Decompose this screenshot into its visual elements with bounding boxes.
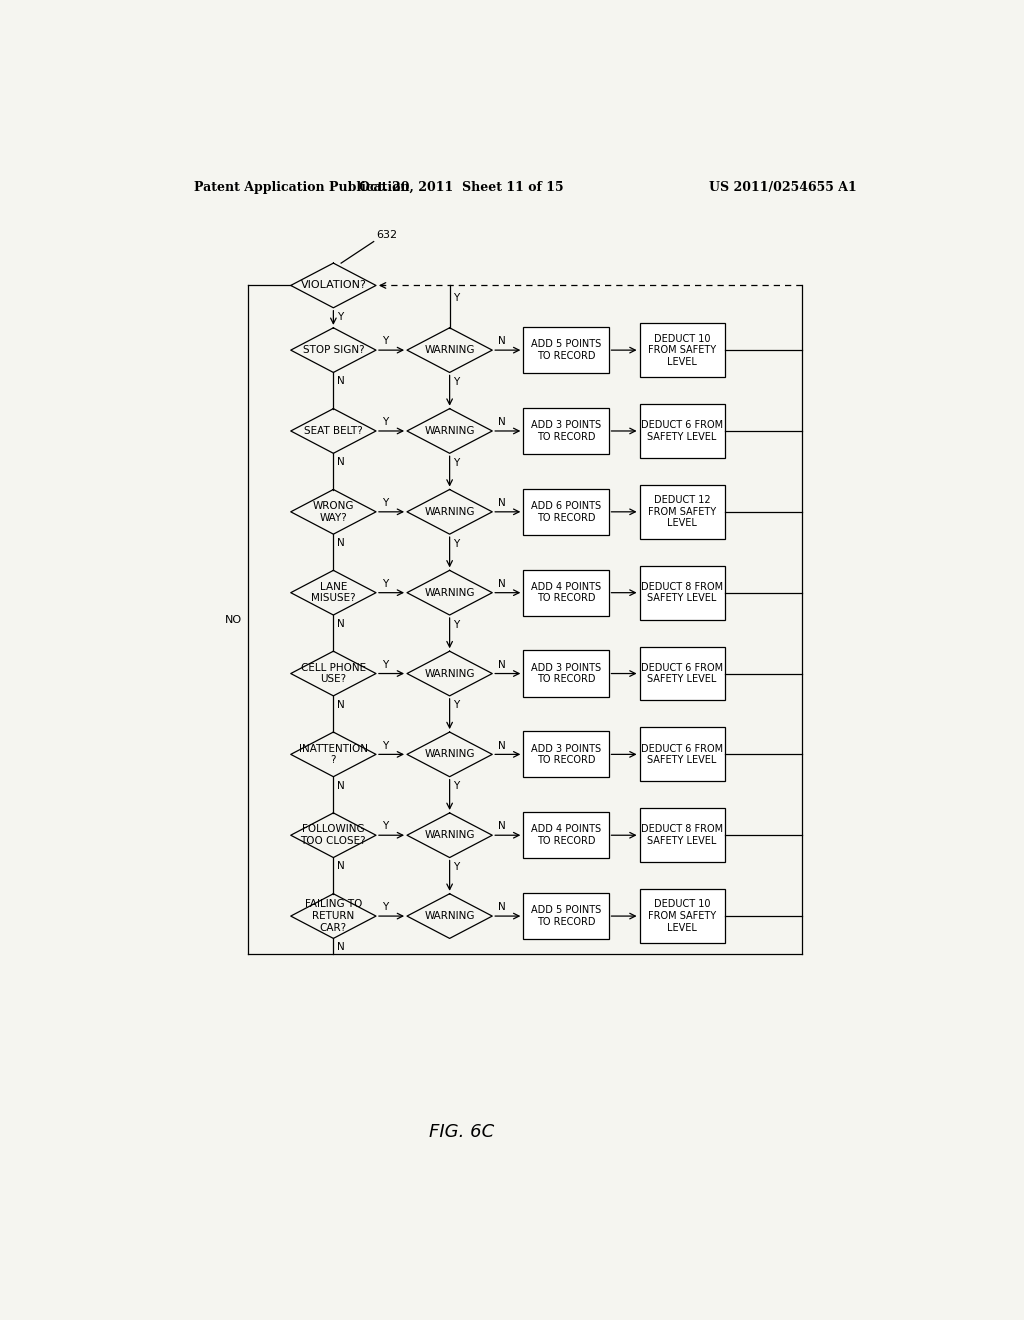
Bar <box>523 408 608 454</box>
Bar <box>640 323 725 378</box>
Text: WARNING: WARNING <box>424 830 475 841</box>
Text: Y: Y <box>454 781 460 791</box>
Text: DEDUCT 6 FROM
SAFETY LEVEL: DEDUCT 6 FROM SAFETY LEVEL <box>641 663 723 684</box>
Bar <box>523 651 608 697</box>
Text: Patent Application Publication: Patent Application Publication <box>194 181 410 194</box>
Text: ADD 3 POINTS
TO RECORD: ADD 3 POINTS TO RECORD <box>530 420 601 442</box>
Text: Y: Y <box>382 337 388 346</box>
Text: ADD 5 POINTS
TO RECORD: ADD 5 POINTS TO RECORD <box>530 906 601 927</box>
Text: WRONG
WAY?: WRONG WAY? <box>312 502 354 523</box>
Text: FOLLOWING
TOO CLOSE?: FOLLOWING TOO CLOSE? <box>301 825 367 846</box>
Text: Y: Y <box>454 862 460 873</box>
Text: WARNING: WARNING <box>424 668 475 678</box>
Text: DEDUCT 10
FROM SAFETY
LEVEL: DEDUCT 10 FROM SAFETY LEVEL <box>648 899 716 933</box>
Text: Y: Y <box>454 701 460 710</box>
Bar <box>640 727 725 781</box>
Bar <box>640 890 725 942</box>
Text: WARNING: WARNING <box>424 426 475 436</box>
Text: N: N <box>337 862 345 871</box>
Text: Y: Y <box>382 660 388 669</box>
Text: N: N <box>499 498 506 508</box>
Text: VIOLATION?: VIOLATION? <box>300 280 367 290</box>
Text: NO: NO <box>225 615 242 624</box>
Text: WARNING: WARNING <box>424 911 475 921</box>
Text: Y: Y <box>454 539 460 549</box>
Bar <box>640 808 725 862</box>
Text: Y: Y <box>382 498 388 508</box>
Text: Oct. 20, 2011  Sheet 11 of 15: Oct. 20, 2011 Sheet 11 of 15 <box>359 181 563 194</box>
Text: DEDUCT 6 FROM
SAFETY LEVEL: DEDUCT 6 FROM SAFETY LEVEL <box>641 420 723 442</box>
Text: WARNING: WARNING <box>424 507 475 517</box>
Bar <box>523 894 608 940</box>
Text: ADD 3 POINTS
TO RECORD: ADD 3 POINTS TO RECORD <box>530 663 601 684</box>
Text: N: N <box>337 539 345 548</box>
Text: ADD 6 POINTS
TO RECORD: ADD 6 POINTS TO RECORD <box>530 502 601 523</box>
Text: N: N <box>337 780 345 791</box>
Text: Y: Y <box>382 579 388 589</box>
Text: Y: Y <box>454 378 460 387</box>
Text: ADD 3 POINTS
TO RECORD: ADD 3 POINTS TO RECORD <box>530 743 601 766</box>
Bar <box>523 327 608 374</box>
Text: WARNING: WARNING <box>424 750 475 759</box>
Bar <box>523 731 608 777</box>
Text: 632: 632 <box>376 230 397 240</box>
Text: DEDUCT 8 FROM
SAFETY LEVEL: DEDUCT 8 FROM SAFETY LEVEL <box>641 825 723 846</box>
Bar <box>640 647 725 701</box>
Text: N: N <box>337 700 345 710</box>
Text: STOP SIGN?: STOP SIGN? <box>302 345 365 355</box>
Text: Y: Y <box>382 741 388 751</box>
Text: ADD 4 POINTS
TO RECORD: ADD 4 POINTS TO RECORD <box>530 825 601 846</box>
Text: DEDUCT 10
FROM SAFETY
LEVEL: DEDUCT 10 FROM SAFETY LEVEL <box>648 334 716 367</box>
Text: Y: Y <box>382 417 388 428</box>
Text: N: N <box>337 457 345 467</box>
Text: ADD 4 POINTS
TO RECORD: ADD 4 POINTS TO RECORD <box>530 582 601 603</box>
Bar <box>640 566 725 619</box>
Text: Y: Y <box>454 458 460 467</box>
Text: SEAT BELT?: SEAT BELT? <box>304 426 362 436</box>
Bar <box>523 812 608 858</box>
Text: CELL PHONE
USE?: CELL PHONE USE? <box>301 663 366 684</box>
Bar <box>640 484 725 539</box>
Text: INATTENTION
?: INATTENTION ? <box>299 743 368 766</box>
Bar <box>523 488 608 535</box>
Text: N: N <box>499 741 506 751</box>
Bar <box>640 404 725 458</box>
Text: N: N <box>337 942 345 952</box>
Text: N: N <box>337 376 345 387</box>
Text: DEDUCT 6 FROM
SAFETY LEVEL: DEDUCT 6 FROM SAFETY LEVEL <box>641 743 723 766</box>
Text: DEDUCT 12
FROM SAFETY
LEVEL: DEDUCT 12 FROM SAFETY LEVEL <box>648 495 716 528</box>
Text: N: N <box>499 821 506 832</box>
Text: FAILING TO
RETURN
CAR?: FAILING TO RETURN CAR? <box>305 899 362 933</box>
Text: N: N <box>499 337 506 346</box>
Text: LANE
MISUSE?: LANE MISUSE? <box>311 582 355 603</box>
Text: DEDUCT 8 FROM
SAFETY LEVEL: DEDUCT 8 FROM SAFETY LEVEL <box>641 582 723 603</box>
Text: N: N <box>337 619 345 628</box>
Text: ADD 5 POINTS
TO RECORD: ADD 5 POINTS TO RECORD <box>530 339 601 360</box>
Text: US 2011/0254655 A1: US 2011/0254655 A1 <box>709 181 856 194</box>
Text: N: N <box>499 660 506 669</box>
Text: Y: Y <box>382 903 388 912</box>
Text: Y: Y <box>454 619 460 630</box>
Text: WARNING: WARNING <box>424 345 475 355</box>
Text: FIG. 6C: FIG. 6C <box>429 1123 494 1142</box>
Text: Y: Y <box>454 293 460 304</box>
Text: N: N <box>499 579 506 589</box>
Text: N: N <box>499 903 506 912</box>
Text: Y: Y <box>382 821 388 832</box>
Text: N: N <box>499 417 506 428</box>
Text: Y: Y <box>337 313 343 322</box>
Text: WARNING: WARNING <box>424 587 475 598</box>
Bar <box>523 570 608 615</box>
